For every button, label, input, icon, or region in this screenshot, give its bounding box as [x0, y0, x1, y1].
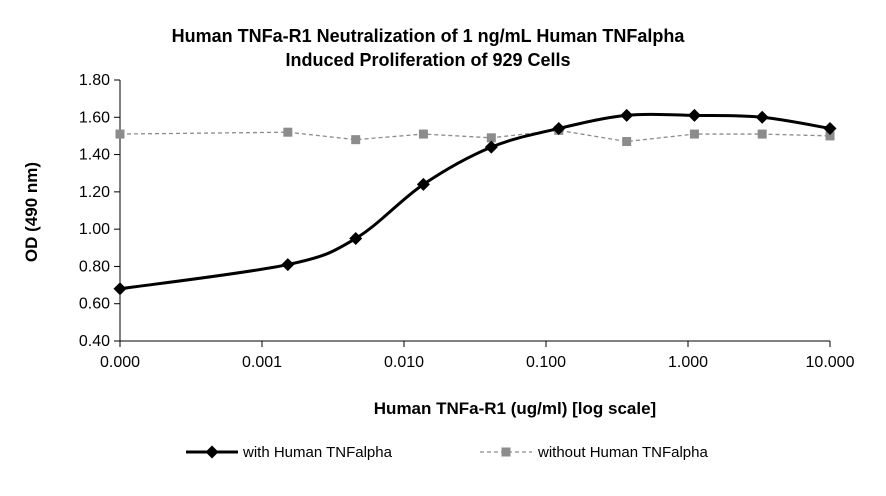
x-tick-label: 0.100: [526, 354, 566, 371]
data-point: [115, 129, 125, 139]
series-without-tnfalpha: [115, 125, 835, 147]
legend-marker: [205, 445, 219, 459]
y-tick-label: 1.80: [79, 72, 110, 89]
x-axis-title: Human TNFa-R1 (ug/ml) [log scale]: [374, 399, 656, 418]
data-point: [622, 137, 632, 147]
legend-label: without Human TNFalpha: [537, 444, 708, 461]
y-tick-label: 1.40: [79, 147, 110, 164]
x-tick-label: 0.010: [384, 354, 424, 371]
axes: 0.40 0.60 0.80 1.00 1.20 1.40 1.60 1.80 0.000 0.0…: [79, 72, 855, 371]
y-tick-label: 0.80: [79, 258, 110, 275]
data-point: [349, 231, 363, 245]
series-line: [119, 112, 831, 291]
y-tick-label: 1.60: [79, 109, 110, 126]
data-point: [113, 282, 127, 296]
legend-item-with-tnfalpha: with Human TNFalpha: [186, 444, 393, 461]
x-tick-label: 0.000: [100, 354, 140, 371]
data-point: [418, 129, 428, 139]
y-axis-title: OD (490 nm): [22, 162, 41, 262]
legend-marker: [501, 447, 511, 457]
data-point: [552, 121, 566, 135]
chart-subtitle: Induced Proliferation of 929 Cells: [285, 50, 570, 70]
y-tick-label: 1.00: [79, 221, 110, 238]
data-point: [351, 135, 361, 145]
data-point: [283, 127, 293, 137]
legend-item-without-tnfalpha: without Human TNFalpha: [480, 444, 708, 461]
data-point: [823, 121, 837, 135]
data-point: [484, 140, 498, 154]
series-group: [113, 108, 837, 296]
x-tick-label: 1.000: [668, 354, 708, 371]
data-point: [416, 177, 430, 191]
x-tick-label: 10.000: [806, 354, 855, 371]
data-point: [486, 133, 496, 143]
legend: with Human TNFalpha without Human TNFalph…: [186, 444, 708, 461]
data-point: [281, 258, 295, 272]
data-point: [687, 108, 701, 122]
legend-label: with Human TNFalpha: [242, 444, 393, 461]
y-tick-label: 0.40: [79, 333, 110, 350]
series-line: [119, 129, 831, 143]
chart-title: Human TNFa-R1 Neutralization of 1 ng/mL …: [172, 26, 686, 46]
y-tick-label: 1.20: [79, 184, 110, 201]
x-tick-label: 0.001: [242, 354, 282, 371]
series-with-tnfalpha: [113, 108, 837, 296]
data-point: [825, 131, 835, 141]
data-point: [755, 110, 769, 124]
y-tick-label: 0.60: [79, 296, 110, 313]
data-point: [620, 108, 634, 122]
data-point: [757, 129, 767, 139]
data-point: [689, 129, 699, 139]
